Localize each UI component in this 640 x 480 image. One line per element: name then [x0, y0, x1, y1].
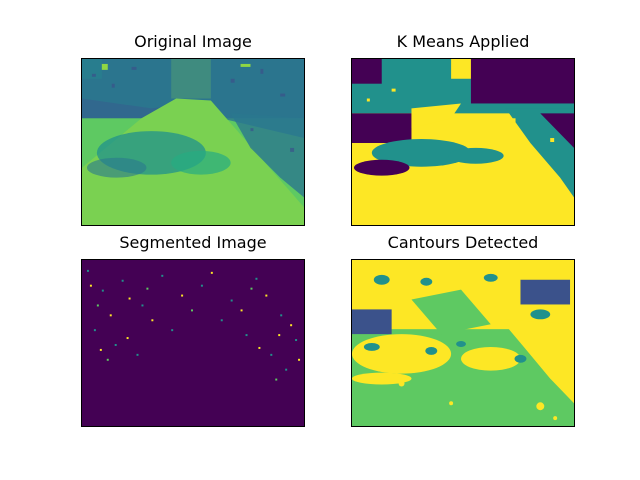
- panel-title: K Means Applied: [396, 32, 530, 51]
- contours-image: [351, 259, 575, 427]
- panel-title: Original Image: [134, 32, 252, 51]
- k-means-image: [351, 58, 575, 226]
- panel-cantours-detected: Cantours Detected: [351, 233, 575, 427]
- panel-segmented-image: Segmented Image: [81, 233, 305, 427]
- panel-title: Cantours Detected: [387, 233, 539, 252]
- panel-k-means-applied: K Means Applied: [351, 32, 575, 226]
- panel-title: Segmented Image: [119, 233, 267, 252]
- segmented-image: [81, 259, 305, 427]
- panel-original-image: Original Image: [81, 32, 305, 226]
- original-image: [81, 58, 305, 226]
